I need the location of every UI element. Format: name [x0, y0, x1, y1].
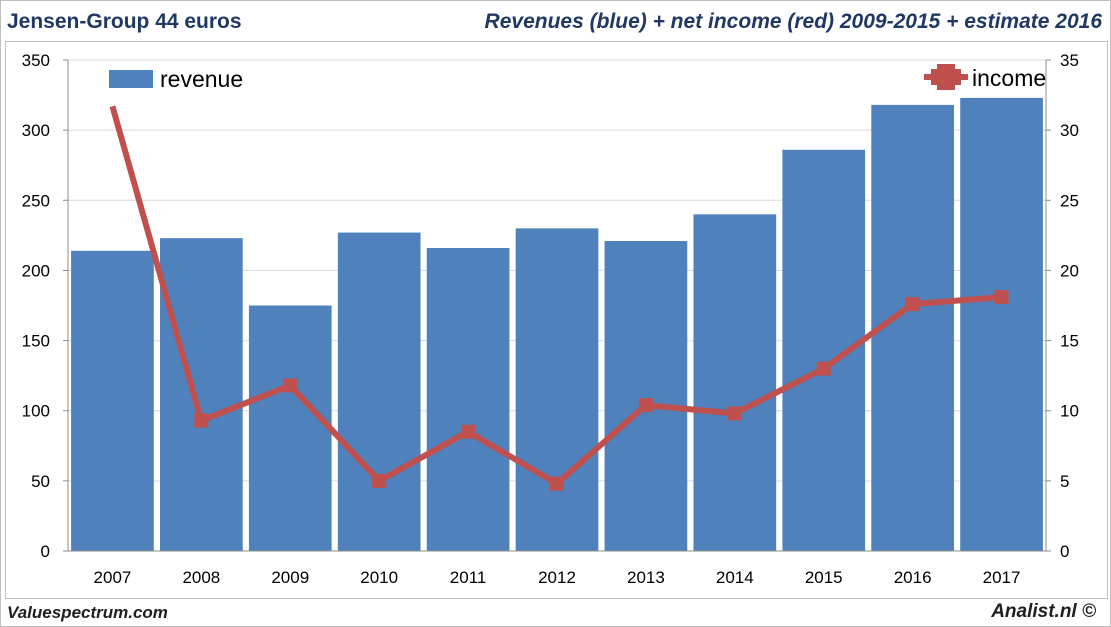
revenue-bar [248, 305, 332, 551]
legend-income-marker-h [931, 69, 961, 85]
legend-income-label: income [972, 65, 1046, 91]
revenue-bar [960, 97, 1043, 552]
copyright-credit: Analist.nl © [991, 601, 1096, 622]
y-right-tick-label: 30 [1060, 121, 1079, 140]
x-tick-label: 2015 [805, 568, 843, 587]
revenue-bar [604, 240, 688, 551]
legend-revenue-swatch [109, 70, 153, 88]
y-left-tick-label: 200 [22, 261, 50, 280]
y-left-tick-label: 50 [31, 472, 50, 491]
revenue-bar [160, 238, 243, 552]
x-tick-label: 2017 [983, 568, 1021, 587]
y-right-tick-label: 20 [1060, 261, 1079, 280]
plot-area: 0 50 100 150 200 250 300 350 0 5 10 15 20 25 30 35 2007 2… [5, 41, 1108, 599]
income-marker [461, 424, 476, 439]
x-tick-label: 2012 [538, 568, 576, 587]
x-tick-label: 2010 [360, 568, 398, 587]
y-left-tick-label: 100 [22, 402, 50, 421]
income-marker [727, 406, 742, 421]
source-credit: Valuespectrum.com [7, 603, 168, 622]
y-right-tick-label: 15 [1060, 332, 1079, 351]
y-left-tick-label: 0 [41, 542, 50, 561]
legend-revenue-label: revenue [160, 66, 243, 92]
income-marker [905, 297, 920, 312]
y-right-tick-label: 5 [1060, 472, 1069, 491]
income-marker [283, 378, 298, 393]
x-tick-label: 2016 [894, 568, 932, 587]
x-tick-label: 2013 [627, 568, 665, 587]
page-title: Jensen-Group 44 euros [7, 10, 242, 33]
income-marker [194, 413, 209, 428]
x-tick-label: 2009 [271, 568, 309, 587]
x-tick-label: 2007 [94, 568, 132, 587]
income-marker [638, 398, 653, 413]
y-left-tick-label: 150 [22, 332, 50, 351]
chart-svg: 0 50 100 150 200 250 300 350 0 5 10 15 20 25 30 35 2007 2… [22, 51, 1079, 587]
y-left-tick-label: 300 [22, 121, 50, 140]
y-right-tick-label: 0 [1060, 542, 1069, 561]
revenue-bar [515, 228, 599, 552]
y-right-tick-label: 25 [1060, 191, 1079, 210]
revenue-bar [337, 232, 421, 551]
y-right-tick-label: 35 [1060, 51, 1079, 70]
y-right-tick-label: 10 [1060, 402, 1079, 421]
y-left-tick-label: 350 [22, 51, 50, 70]
income-marker [816, 361, 831, 376]
x-tick-label: 2008 [182, 568, 220, 587]
income-marker [994, 290, 1009, 305]
revenue-bar [693, 214, 777, 552]
x-tick-label: 2011 [450, 568, 487, 587]
x-tick-label: 2014 [716, 568, 754, 587]
revenue-bar [71, 250, 154, 551]
revenue-bar [871, 104, 954, 552]
revenue-bar [426, 247, 510, 552]
y-left-tick-label: 250 [22, 191, 50, 210]
chart-title: Revenues (blue) + net income (red) 2009-… [484, 10, 1102, 33]
income-marker [372, 473, 387, 488]
income-marker [550, 476, 564, 491]
